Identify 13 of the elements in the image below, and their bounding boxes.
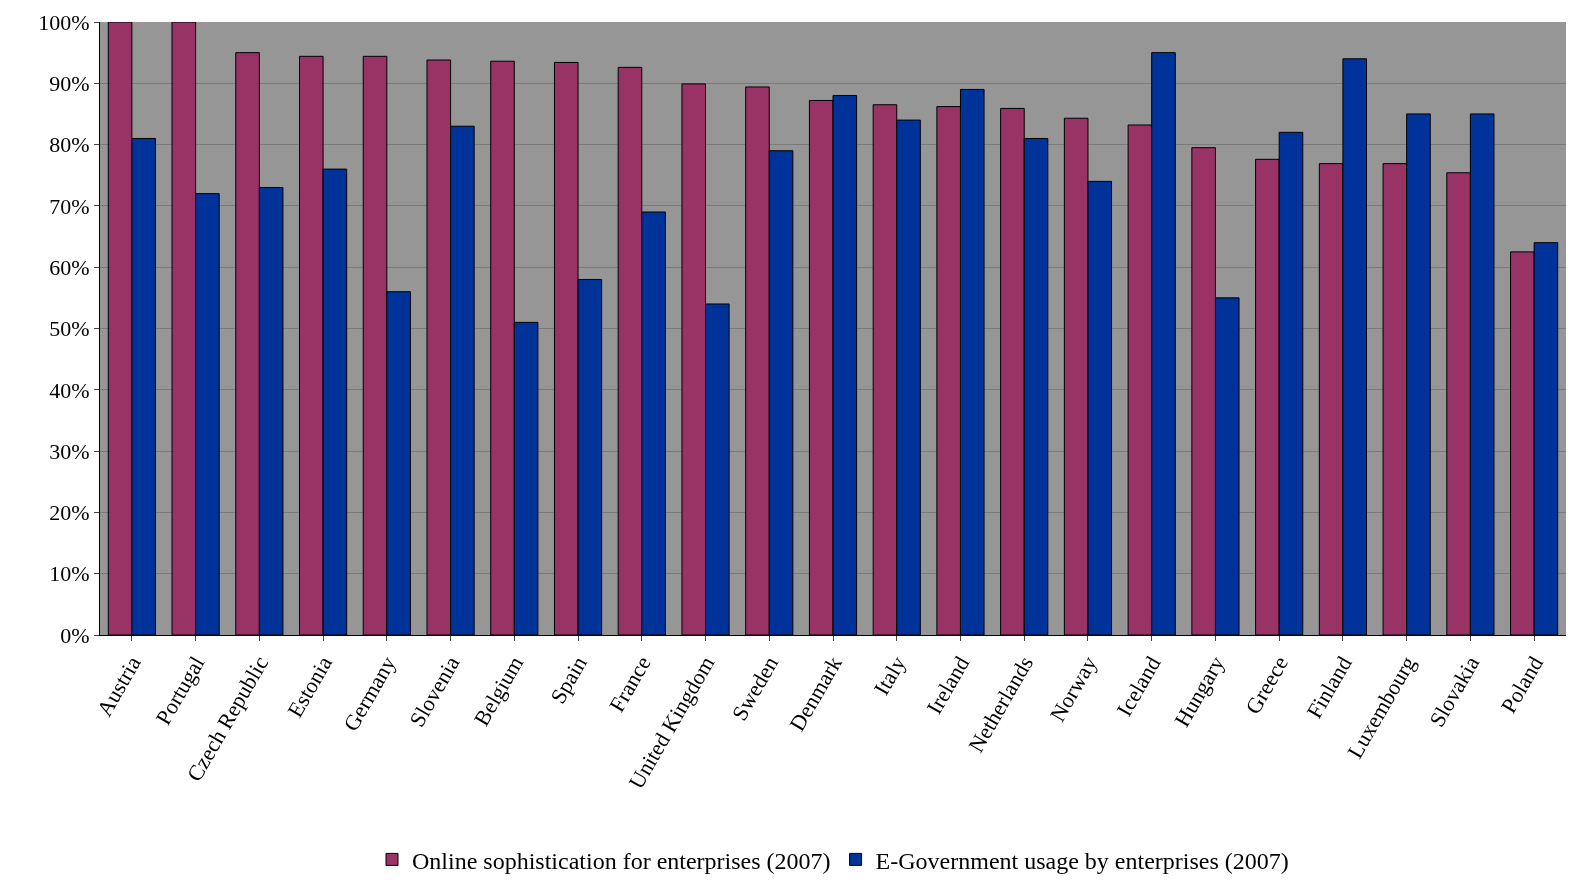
legend-label: Online sophistication for enterprises (2007) — [412, 847, 831, 874]
y-tick-label: 20% — [49, 500, 90, 526]
legend-label: E-Government usage by enterprises (2007) — [875, 847, 1289, 874]
y-tick-label: 100% — [38, 9, 90, 35]
y-tick-label: 60% — [49, 254, 90, 280]
y-tick-label: 70% — [49, 193, 90, 219]
y-tick-label: 90% — [49, 71, 90, 96]
y-tick-label: 80% — [49, 132, 90, 158]
y-tick-label: 30% — [49, 438, 90, 464]
y-tick-label: 50% — [49, 316, 90, 342]
y-tick-label: 10% — [49, 561, 90, 587]
y-tick-label: 40% — [49, 377, 90, 403]
y-tick-label: 0% — [60, 622, 90, 648]
